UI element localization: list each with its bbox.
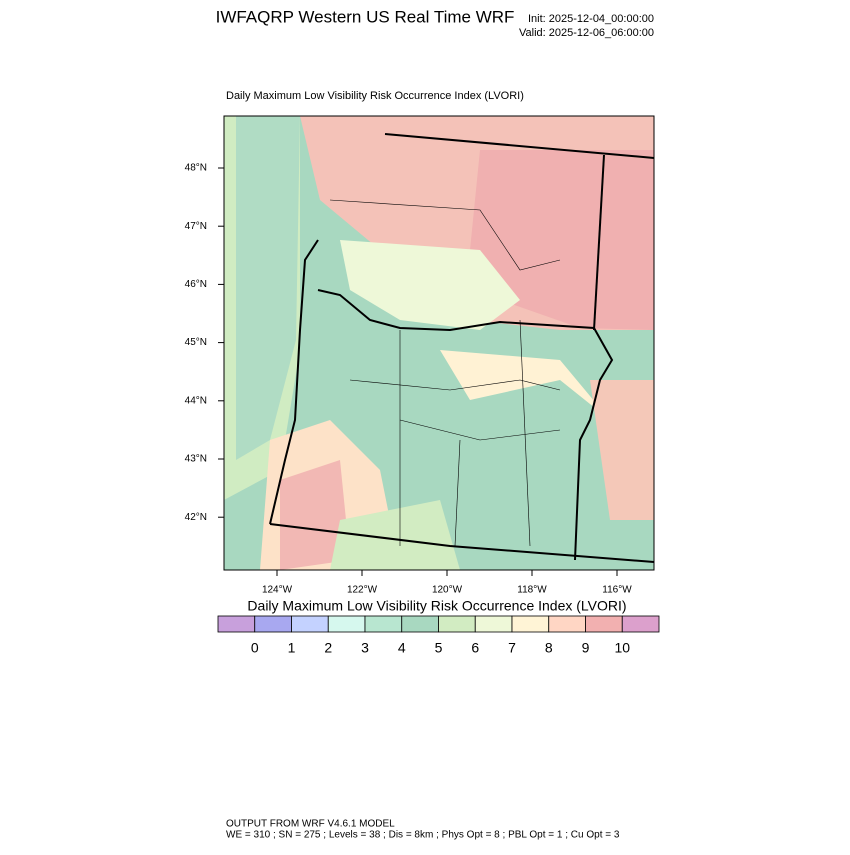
footer-line: OUTPUT FROM WRF V4.6.1 MODEL [226,819,395,830]
title: IWFAQRP Western US Real Time WRF [216,7,515,26]
colorbar-box [474,615,513,633]
colorbar-label: 7 [508,640,516,656]
colorbar-label: 2 [324,640,332,656]
colorbar-box [585,615,623,633]
lat-labels: 48°N 47°N 46°N 45°N 44°N 43°N 42°N [185,163,224,523]
colorbar-label: 5 [435,640,443,656]
footer-line: WE = 310 ; SN = 275 ; Levels = 38 ; Dis … [226,830,620,841]
map-subtitle: Daily Maximum Low Visibility Risk Occurr… [226,90,524,102]
colorbar-box [291,615,329,633]
colorbar-label: 1 [288,640,296,656]
init-time: Init: 2025-12-04_00:00:00 [528,13,654,25]
colorbar: 0 1 2 3 4 5 6 7 8 9 10 [217,615,660,656]
lat-label: 43°N [185,454,207,465]
colorbar-box [511,615,550,633]
colorbar-title: Daily Maximum Low Visibility Risk Occurr… [247,598,626,614]
colorbar-label: 4 [398,640,406,656]
colorbar-label: 8 [545,640,553,656]
colorbar-box [364,615,403,633]
colorbar-box [254,615,292,633]
colorbar-label: 6 [471,640,479,656]
lat-label: 46°N [185,279,207,290]
lat-label: 44°N [185,395,207,406]
colorbar-box [217,615,256,633]
lon-label: 124°W [262,585,293,596]
colorbar-label: 10 [614,640,630,656]
colorbar-label: 9 [582,640,590,656]
lon-labels: 124°W 122°W 120°W 118°W 116°W [262,570,632,596]
map [223,115,655,571]
colorbar-box [621,615,660,633]
colorbar-label: 0 [251,640,259,656]
colorbar-box [401,615,439,633]
lon-label: 116°W [602,585,632,596]
colorbar-label: 3 [361,640,369,656]
lat-label: 42°N [185,512,207,523]
lon-label: 122°W [347,585,378,596]
valid-time: Valid: 2025-12-06_06:00:00 [519,27,654,39]
lat-label: 47°N [185,221,207,232]
colorbar-box [438,615,476,633]
colorbar-box [327,615,366,633]
lon-label: 118°W [517,585,547,596]
lon-label: 120°W [432,585,463,596]
lat-label: 45°N [185,337,207,348]
lat-label: 48°N [185,163,207,174]
colorbar-box [548,615,586,633]
